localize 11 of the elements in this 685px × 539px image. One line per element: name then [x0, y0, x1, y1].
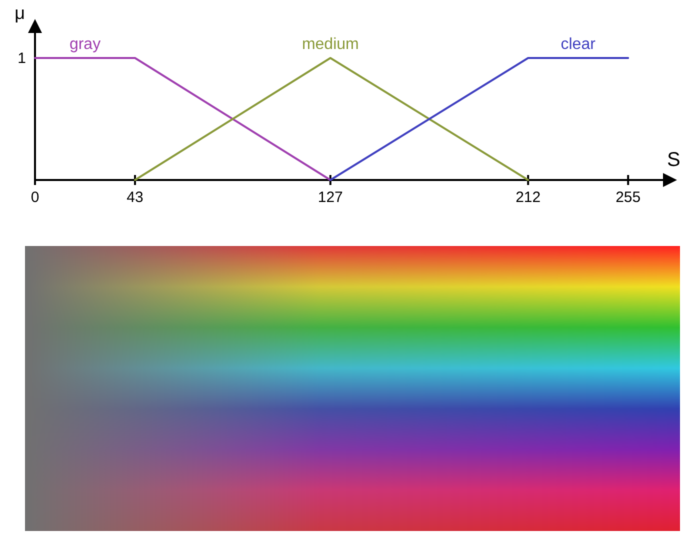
series-label: gray	[69, 36, 101, 53]
text: 1	[18, 50, 26, 67]
x-tick-label: 255	[616, 189, 641, 206]
y-axis-title: μ	[14, 3, 25, 23]
series-label: clear	[560, 36, 596, 53]
x-axis-title: S	[667, 149, 680, 171]
x-tick-label: 43	[126, 189, 144, 206]
x-tick-label: 0	[30, 189, 40, 206]
series-label: medium	[302, 36, 359, 53]
x-tick-label: 212	[516, 189, 541, 206]
x-tick-label: 127	[318, 189, 343, 206]
